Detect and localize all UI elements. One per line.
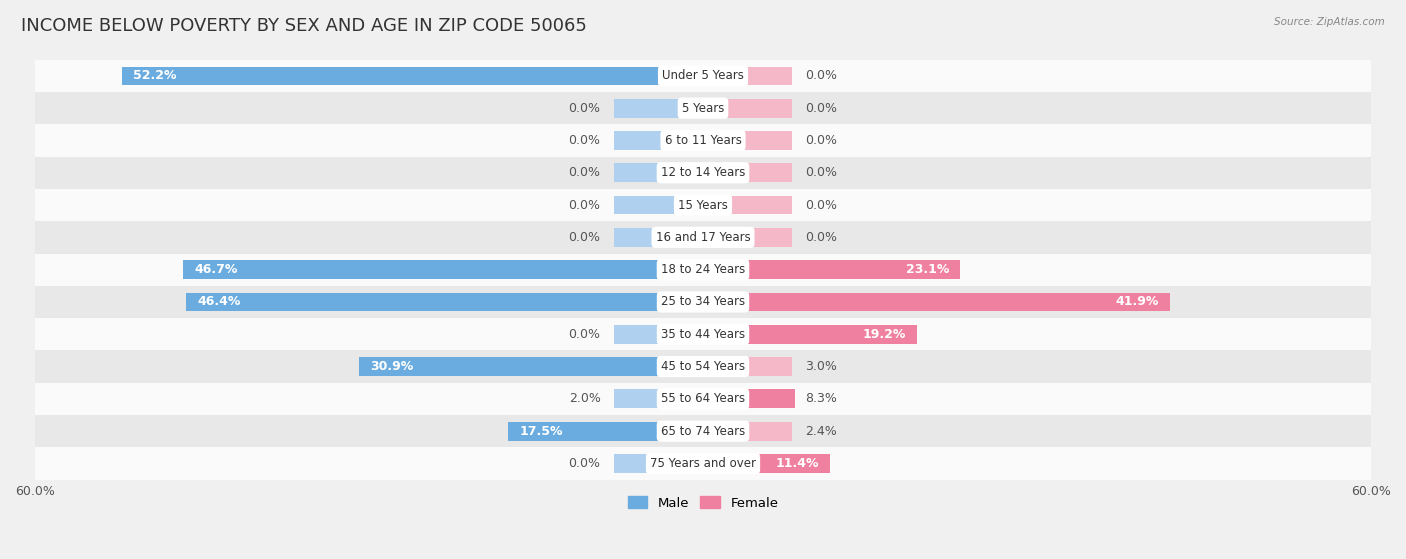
Bar xyxy=(703,422,792,440)
Text: 0.0%: 0.0% xyxy=(568,102,600,115)
Bar xyxy=(35,447,1371,480)
Text: 25 to 34 Years: 25 to 34 Years xyxy=(661,296,745,309)
Bar xyxy=(35,415,1371,447)
Bar xyxy=(614,357,703,376)
Bar xyxy=(614,228,703,247)
Bar xyxy=(35,350,1371,383)
Bar xyxy=(703,292,792,311)
Text: 0.0%: 0.0% xyxy=(806,231,838,244)
Bar xyxy=(35,60,1371,92)
Bar xyxy=(614,196,703,215)
Text: 65 to 74 Years: 65 to 74 Years xyxy=(661,425,745,438)
Text: 0.0%: 0.0% xyxy=(568,198,600,211)
Bar xyxy=(614,67,703,85)
Bar xyxy=(703,99,792,117)
Text: 3.0%: 3.0% xyxy=(806,360,838,373)
Bar xyxy=(703,260,792,279)
Bar xyxy=(35,92,1371,124)
Bar xyxy=(614,260,703,279)
Bar xyxy=(703,325,792,344)
Bar xyxy=(35,189,1371,221)
Text: 0.0%: 0.0% xyxy=(568,457,600,470)
Text: 0.0%: 0.0% xyxy=(568,134,600,147)
Bar xyxy=(35,221,1371,254)
Bar xyxy=(35,383,1371,415)
Bar xyxy=(187,292,703,311)
Bar xyxy=(35,286,1371,318)
Text: 0.0%: 0.0% xyxy=(806,134,838,147)
Text: 0.0%: 0.0% xyxy=(568,166,600,179)
Text: 11.4%: 11.4% xyxy=(775,457,818,470)
Bar xyxy=(703,163,792,182)
Bar xyxy=(614,99,703,117)
Bar xyxy=(703,131,792,150)
Bar xyxy=(703,357,737,376)
Text: 18 to 24 Years: 18 to 24 Years xyxy=(661,263,745,276)
Bar xyxy=(703,454,830,473)
Bar xyxy=(508,422,703,440)
Text: 46.4%: 46.4% xyxy=(197,296,240,309)
Text: 12 to 14 Years: 12 to 14 Years xyxy=(661,166,745,179)
Bar xyxy=(614,390,703,408)
Bar xyxy=(183,260,703,279)
Bar xyxy=(703,260,960,279)
Text: INCOME BELOW POVERTY BY SEX AND AGE IN ZIP CODE 50065: INCOME BELOW POVERTY BY SEX AND AGE IN Z… xyxy=(21,17,586,35)
Legend: Male, Female: Male, Female xyxy=(623,491,783,515)
Bar xyxy=(703,228,792,247)
Bar xyxy=(122,67,703,85)
Text: 0.0%: 0.0% xyxy=(806,69,838,82)
Text: 0.0%: 0.0% xyxy=(568,328,600,341)
Text: 0.0%: 0.0% xyxy=(568,231,600,244)
Bar xyxy=(35,318,1371,350)
Bar xyxy=(703,357,792,376)
Bar xyxy=(614,454,703,473)
Text: 0.0%: 0.0% xyxy=(806,102,838,115)
Bar xyxy=(703,67,792,85)
Text: 41.9%: 41.9% xyxy=(1115,296,1159,309)
Text: 15 Years: 15 Years xyxy=(678,198,728,211)
Text: Source: ZipAtlas.com: Source: ZipAtlas.com xyxy=(1274,17,1385,27)
Bar xyxy=(703,325,917,344)
Text: 16 and 17 Years: 16 and 17 Years xyxy=(655,231,751,244)
Bar xyxy=(681,390,703,408)
Text: 35 to 44 Years: 35 to 44 Years xyxy=(661,328,745,341)
Text: 0.0%: 0.0% xyxy=(806,198,838,211)
Bar xyxy=(35,254,1371,286)
Text: 5 Years: 5 Years xyxy=(682,102,724,115)
Text: 55 to 64 Years: 55 to 64 Years xyxy=(661,392,745,405)
Text: 8.3%: 8.3% xyxy=(806,392,838,405)
Bar xyxy=(614,131,703,150)
Text: Under 5 Years: Under 5 Years xyxy=(662,69,744,82)
Text: 45 to 54 Years: 45 to 54 Years xyxy=(661,360,745,373)
Text: 23.1%: 23.1% xyxy=(905,263,949,276)
Bar xyxy=(35,124,1371,157)
Text: 19.2%: 19.2% xyxy=(862,328,905,341)
Text: 2.4%: 2.4% xyxy=(806,425,837,438)
Bar xyxy=(614,292,703,311)
Bar xyxy=(703,422,730,440)
Bar xyxy=(703,390,796,408)
Text: 30.9%: 30.9% xyxy=(370,360,413,373)
Text: 52.2%: 52.2% xyxy=(134,69,176,82)
Text: 6 to 11 Years: 6 to 11 Years xyxy=(665,134,741,147)
Text: 46.7%: 46.7% xyxy=(194,263,238,276)
Bar xyxy=(614,325,703,344)
Bar xyxy=(35,157,1371,189)
Bar xyxy=(614,163,703,182)
Bar xyxy=(359,357,703,376)
Text: 75 Years and over: 75 Years and over xyxy=(650,457,756,470)
Bar xyxy=(703,390,792,408)
Text: 0.0%: 0.0% xyxy=(806,166,838,179)
Bar xyxy=(703,196,792,215)
Bar xyxy=(703,292,1170,311)
Bar xyxy=(614,422,703,440)
Bar xyxy=(703,454,792,473)
Text: 2.0%: 2.0% xyxy=(568,392,600,405)
Text: 17.5%: 17.5% xyxy=(519,425,562,438)
